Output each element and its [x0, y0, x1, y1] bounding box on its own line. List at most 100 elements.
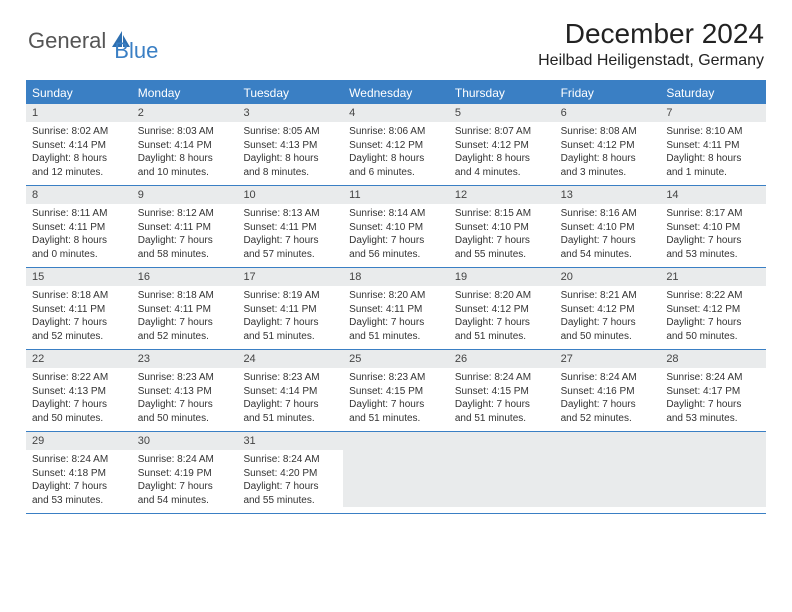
daylight-line: Daylight: 7 hours and 54 minutes.: [561, 234, 655, 261]
day-body: [449, 451, 555, 507]
day-body: [660, 451, 766, 507]
day-number: 25: [343, 350, 449, 368]
day-body: Sunrise: 8:24 AMSunset: 4:16 PMDaylight:…: [555, 368, 661, 431]
week-row: 29 Sunrise: 8:24 AMSunset: 4:18 PMDayligh…: [26, 432, 766, 514]
dow-row: SundayMondayTuesdayWednesdayThursdayFrid…: [26, 82, 766, 104]
day-cell: 13Sunrise: 8:16 AMSunset: 4:10 PMDayligh…: [555, 186, 661, 267]
daylight-line: Daylight: 7 hours and 51 minutes.: [455, 316, 549, 343]
day-cell: 30Sunrise: 8:24 AMSunset: 4:19 PMDayligh…: [132, 432, 238, 513]
day-cell: 4Sunrise: 8:06 AMSunset: 4:12 PMDaylight…: [343, 104, 449, 185]
day-cell: 16Sunrise: 8:18 AMSunset: 4:11 PMDayligh…: [132, 268, 238, 349]
day-body: Sunrise: 8:23 AMSunset: 4:13 PMDaylight:…: [132, 368, 238, 431]
location-label: Heilbad Heiligenstadt, Germany: [538, 52, 764, 70]
sunset-line: Sunset: 4:12 PM: [455, 139, 549, 153]
sunrise-line: Sunrise: 8:23 AM: [243, 371, 337, 385]
day-number: 18: [343, 268, 449, 286]
day-body: Sunrise: 8:23 AMSunset: 4:15 PMDaylight:…: [343, 368, 449, 431]
daylight-line: Daylight: 8 hours and 8 minutes.: [243, 152, 337, 179]
day-body: Sunrise: 8:20 AMSunset: 4:11 PMDaylight:…: [343, 286, 449, 349]
day-body: Sunrise: 8:15 AMSunset: 4:10 PMDaylight:…: [449, 204, 555, 267]
day-number: 22: [26, 350, 132, 368]
daylight-line: Daylight: 7 hours and 50 minutes.: [32, 398, 126, 425]
sunrise-line: Sunrise: 8:24 AM: [455, 371, 549, 385]
sunset-line: Sunset: 4:12 PM: [561, 139, 655, 153]
dow-cell: Tuesday: [237, 82, 343, 104]
sunset-line: Sunset: 4:14 PM: [138, 139, 232, 153]
sunrise-line: Sunrise: 8:16 AM: [561, 207, 655, 221]
day-cell: 8Sunrise: 8:11 AMSunset: 4:11 PMDaylight…: [26, 186, 132, 267]
sunrise-line: Sunrise: 8:14 AM: [349, 207, 443, 221]
daylight-line: Daylight: 8 hours and 3 minutes.: [561, 152, 655, 179]
sunrise-line: Sunrise: 8:11 AM: [32, 207, 126, 221]
sunset-line: Sunset: 4:19 PM: [138, 467, 232, 481]
day-number: 20: [555, 268, 661, 286]
header: General Blue December 2024 Heilbad Heili…: [0, 0, 792, 74]
sunset-line: Sunset: 4:15 PM: [349, 385, 443, 399]
day-cell: 26Sunrise: 8:24 AMSunset: 4:15 PMDayligh…: [449, 350, 555, 431]
sunrise-line: Sunrise: 8:02 AM: [32, 125, 126, 139]
sunset-line: Sunset: 4:10 PM: [349, 221, 443, 235]
day-number: 13: [555, 186, 661, 204]
daylight-line: Daylight: 7 hours and 55 minutes.: [455, 234, 549, 261]
day-cell: [449, 432, 555, 513]
sunrise-line: Sunrise: 8:21 AM: [561, 289, 655, 303]
daylight-line: Daylight: 8 hours and 0 minutes.: [32, 234, 126, 261]
sunset-line: Sunset: 4:13 PM: [32, 385, 126, 399]
sunrise-line: Sunrise: 8:10 AM: [666, 125, 760, 139]
day-cell: 24Sunrise: 8:23 AMSunset: 4:14 PMDayligh…: [237, 350, 343, 431]
sunrise-line: Sunrise: 8:22 AM: [666, 289, 760, 303]
day-body: [343, 451, 449, 507]
day-number: 5: [449, 104, 555, 122]
day-number: [343, 432, 449, 451]
sunset-line: Sunset: 4:10 PM: [455, 221, 549, 235]
daylight-line: Daylight: 7 hours and 53 minutes.: [32, 480, 126, 507]
sunset-line: Sunset: 4:12 PM: [666, 303, 760, 317]
day-body: Sunrise: 8:05 AMSunset: 4:13 PMDaylight:…: [237, 122, 343, 185]
sunset-line: Sunset: 4:18 PM: [32, 467, 126, 481]
daylight-line: Daylight: 7 hours and 51 minutes.: [243, 398, 337, 425]
day-body: Sunrise: 8:18 AMSunset: 4:11 PMDaylight:…: [132, 286, 238, 349]
day-body: Sunrise: 8:21 AMSunset: 4:12 PMDaylight:…: [555, 286, 661, 349]
day-number: 7: [660, 104, 766, 122]
daylight-line: Daylight: 7 hours and 52 minutes.: [138, 316, 232, 343]
day-number: 30: [132, 432, 238, 450]
daylight-line: Daylight: 7 hours and 50 minutes.: [138, 398, 232, 425]
logo-text-blue: Blue: [114, 38, 158, 64]
daylight-line: Daylight: 7 hours and 52 minutes.: [561, 398, 655, 425]
day-number: 28: [660, 350, 766, 368]
day-cell: 10Sunrise: 8:13 AMSunset: 4:11 PMDayligh…: [237, 186, 343, 267]
daylight-line: Daylight: 7 hours and 51 minutes.: [455, 398, 549, 425]
week-row: 22Sunrise: 8:22 AMSunset: 4:13 PMDayligh…: [26, 350, 766, 432]
sunset-line: Sunset: 4:11 PM: [349, 303, 443, 317]
daylight-line: Daylight: 7 hours and 53 minutes.: [666, 398, 760, 425]
day-number: 29: [26, 432, 132, 450]
day-cell: 9Sunrise: 8:12 AMSunset: 4:11 PMDaylight…: [132, 186, 238, 267]
sunrise-line: Sunrise: 8:18 AM: [138, 289, 232, 303]
day-cell: 28Sunrise: 8:24 AMSunset: 4:17 PMDayligh…: [660, 350, 766, 431]
day-cell: 29 Sunrise: 8:24 AMSunset: 4:18 PMDayligh…: [26, 432, 132, 513]
day-number: 10: [237, 186, 343, 204]
daylight-line: Daylight: 7 hours and 56 minutes.: [349, 234, 443, 261]
sunset-line: Sunset: 4:20 PM: [243, 467, 337, 481]
day-number: 14: [660, 186, 766, 204]
day-body: Sunrise: 8:24 AMSunset: 4:20 PMDaylight:…: [237, 450, 343, 513]
day-cell: [555, 432, 661, 513]
day-cell: 11Sunrise: 8:14 AMSunset: 4:10 PMDayligh…: [343, 186, 449, 267]
daylight-line: Daylight: 7 hours and 53 minutes.: [666, 234, 760, 261]
day-number: 21: [660, 268, 766, 286]
day-cell: [343, 432, 449, 513]
dow-cell: Saturday: [660, 82, 766, 104]
sunset-line: Sunset: 4:11 PM: [243, 303, 337, 317]
day-body: Sunrise: 8:14 AMSunset: 4:10 PMDaylight:…: [343, 204, 449, 267]
day-number: 24: [237, 350, 343, 368]
sunrise-line: Sunrise: 8:22 AM: [32, 371, 126, 385]
daylight-line: Daylight: 7 hours and 51 minutes.: [349, 316, 443, 343]
day-number: 2: [132, 104, 238, 122]
day-body: Sunrise: 8:16 AMSunset: 4:10 PMDaylight:…: [555, 204, 661, 267]
sunset-line: Sunset: 4:13 PM: [243, 139, 337, 153]
day-number: 23: [132, 350, 238, 368]
week-row: 8Sunrise: 8:11 AMSunset: 4:11 PMDaylight…: [26, 186, 766, 268]
sunrise-line: Sunrise: 8:24 AM: [32, 453, 126, 467]
daylight-line: Daylight: 7 hours and 58 minutes.: [138, 234, 232, 261]
sunrise-line: Sunrise: 8:20 AM: [349, 289, 443, 303]
